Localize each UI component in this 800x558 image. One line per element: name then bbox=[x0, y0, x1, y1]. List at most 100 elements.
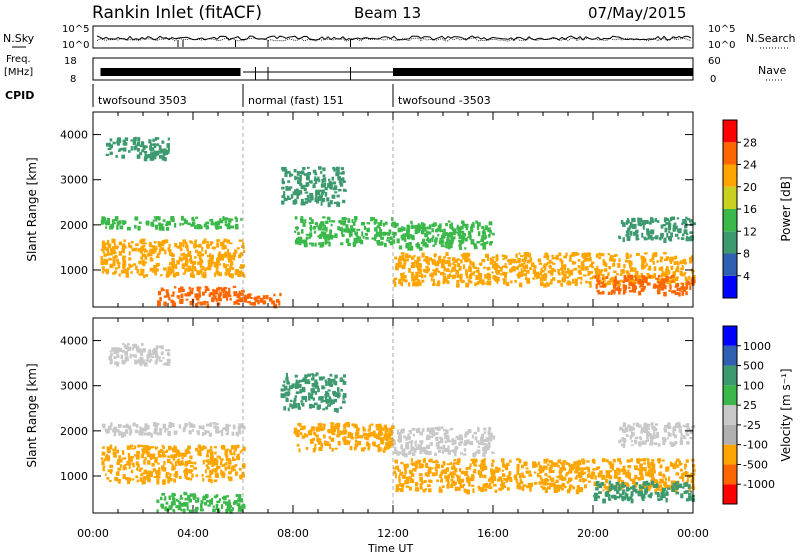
scatter-cell bbox=[468, 466, 472, 470]
scatter-cell bbox=[451, 481, 455, 484]
scatter-cell bbox=[164, 239, 169, 244]
scatter-cell bbox=[419, 477, 423, 482]
scatter-cell bbox=[151, 355, 155, 359]
scatter-cell bbox=[661, 437, 666, 441]
scatter-cell bbox=[116, 363, 120, 367]
scatter-cell bbox=[682, 472, 687, 475]
scatter-cell bbox=[328, 381, 332, 386]
scatter-cell bbox=[249, 302, 254, 306]
scatter-cell bbox=[205, 430, 210, 434]
scatter-cell bbox=[665, 218, 670, 222]
colorbar-tick-label: 24 bbox=[743, 159, 757, 172]
scatter-cell bbox=[106, 453, 109, 457]
scatter-cell bbox=[441, 235, 446, 239]
scatter-cell bbox=[689, 231, 694, 234]
scatter-cell bbox=[504, 262, 507, 267]
scatter-cell bbox=[359, 435, 364, 439]
scatter-cell bbox=[184, 475, 188, 479]
scatter-cell bbox=[205, 221, 210, 225]
scatter-cell bbox=[156, 216, 159, 220]
scatter-cell bbox=[105, 153, 110, 156]
scatter-cell bbox=[421, 428, 425, 432]
scatter-cell bbox=[225, 273, 228, 276]
scatter-cell bbox=[123, 467, 128, 470]
scatter-cell bbox=[550, 272, 554, 276]
scatter-cell bbox=[453, 228, 457, 232]
scatter-cell bbox=[686, 478, 690, 482]
scatter-cell bbox=[221, 429, 224, 434]
scatter-cell bbox=[447, 274, 451, 279]
scatter-cell bbox=[110, 353, 113, 357]
scatter-cell bbox=[134, 216, 139, 221]
scatter-cell bbox=[307, 373, 312, 377]
scatter-cell bbox=[660, 488, 664, 494]
scatter-cell bbox=[447, 437, 450, 443]
scatter-cell bbox=[437, 225, 442, 230]
scatter-cell bbox=[483, 438, 487, 443]
scatter-cell bbox=[419, 459, 422, 463]
scatter-cell bbox=[149, 446, 153, 449]
scatter-cell bbox=[364, 436, 367, 440]
scatter-cell bbox=[312, 437, 316, 441]
scatter-cell bbox=[147, 477, 151, 483]
scatter-cell bbox=[604, 268, 608, 272]
scatter-cell bbox=[459, 277, 463, 282]
scatter-cell bbox=[639, 470, 643, 474]
scatter-cell bbox=[440, 426, 444, 429]
scatter-cell bbox=[541, 269, 545, 273]
scatter-cell bbox=[285, 376, 289, 381]
scatter-cell bbox=[158, 226, 162, 231]
scatter-cell bbox=[383, 425, 386, 430]
scatter-cell bbox=[239, 474, 243, 480]
scatter-cell bbox=[495, 254, 498, 257]
scatter-cell bbox=[358, 239, 362, 244]
scatter-cell bbox=[615, 287, 618, 291]
scatter-cell bbox=[458, 234, 462, 240]
scatter-cell bbox=[225, 508, 229, 514]
scatter-cell bbox=[342, 222, 345, 226]
scatter-cell bbox=[173, 302, 177, 308]
scatter-cell bbox=[297, 236, 302, 241]
scatter-cell bbox=[337, 441, 341, 446]
scatter-cell bbox=[668, 220, 671, 225]
scatter-cell bbox=[341, 171, 345, 175]
scatter-cell bbox=[454, 446, 458, 451]
scatter-cell bbox=[656, 488, 660, 491]
scatter-cell bbox=[658, 484, 663, 489]
scatter-cell bbox=[647, 461, 650, 465]
scatter-cell bbox=[575, 489, 580, 495]
scatter-cell bbox=[632, 290, 636, 293]
scatter-cell bbox=[128, 465, 131, 470]
scatter-cell bbox=[640, 476, 644, 481]
scatter-cell bbox=[630, 498, 634, 504]
scatter-cell bbox=[594, 270, 598, 275]
cpid-mode-label-0: twofsound 3503 bbox=[98, 94, 187, 107]
scatter-cell bbox=[302, 386, 306, 392]
scatter-cell bbox=[156, 509, 159, 513]
scatter-cell bbox=[382, 231, 386, 236]
scatter-cell bbox=[228, 471, 231, 475]
scatter-cell bbox=[214, 457, 218, 462]
scatter-cell bbox=[679, 476, 683, 480]
scatter-cell bbox=[112, 451, 117, 455]
scatter-cell bbox=[637, 468, 640, 471]
scatter-cell bbox=[681, 282, 684, 287]
scatter-cell bbox=[382, 222, 385, 227]
scatter-cell bbox=[424, 232, 429, 238]
scatter-cell bbox=[215, 428, 219, 432]
scatter-cell bbox=[400, 273, 404, 276]
scatter-cell bbox=[591, 266, 594, 269]
scatter-cell bbox=[172, 301, 176, 305]
scatter-cell bbox=[308, 200, 312, 203]
scatter-cell bbox=[317, 407, 321, 410]
scatter-cell bbox=[407, 246, 411, 251]
scatter-cell bbox=[390, 425, 395, 430]
scatter-cell bbox=[232, 456, 235, 460]
scatter-cell bbox=[482, 483, 486, 489]
scatter-cell bbox=[157, 301, 161, 307]
scatter-cell bbox=[307, 392, 311, 396]
scatter-cell bbox=[634, 465, 638, 470]
scatter-cell bbox=[420, 273, 424, 279]
scatter-cell bbox=[229, 453, 234, 456]
scatter-cell bbox=[215, 494, 219, 498]
